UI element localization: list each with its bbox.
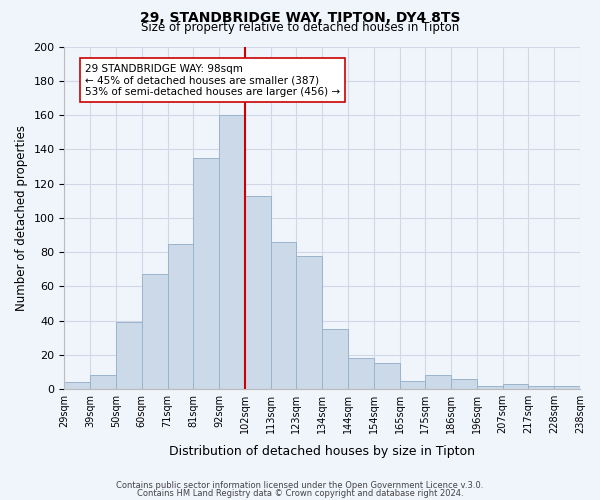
Bar: [116, 322, 142, 389]
Text: 29 STANDBRIDGE WAY: 98sqm
← 45% of detached houses are smaller (387)
53% of semi: 29 STANDBRIDGE WAY: 98sqm ← 45% of detac…: [85, 64, 340, 97]
Bar: [142, 274, 167, 389]
Bar: [219, 115, 245, 389]
Text: Contains HM Land Registry data © Crown copyright and database right 2024.: Contains HM Land Registry data © Crown c…: [137, 488, 463, 498]
Bar: [503, 384, 529, 389]
X-axis label: Distribution of detached houses by size in Tipton: Distribution of detached houses by size …: [169, 444, 475, 458]
Bar: [64, 382, 90, 389]
Bar: [477, 386, 503, 389]
Bar: [322, 329, 348, 389]
Y-axis label: Number of detached properties: Number of detached properties: [15, 125, 28, 311]
Bar: [193, 158, 219, 389]
Bar: [90, 376, 116, 389]
Bar: [529, 386, 554, 389]
Bar: [296, 256, 322, 389]
Bar: [374, 364, 400, 389]
Bar: [400, 380, 425, 389]
Bar: [451, 379, 477, 389]
Bar: [167, 244, 193, 389]
Text: Contains public sector information licensed under the Open Government Licence v.: Contains public sector information licen…: [116, 481, 484, 490]
Text: Size of property relative to detached houses in Tipton: Size of property relative to detached ho…: [141, 22, 459, 35]
Bar: [348, 358, 374, 389]
Text: 29, STANDBRIDGE WAY, TIPTON, DY4 8TS: 29, STANDBRIDGE WAY, TIPTON, DY4 8TS: [140, 12, 460, 26]
Bar: [425, 376, 451, 389]
Bar: [245, 196, 271, 389]
Bar: [271, 242, 296, 389]
Bar: [554, 386, 580, 389]
